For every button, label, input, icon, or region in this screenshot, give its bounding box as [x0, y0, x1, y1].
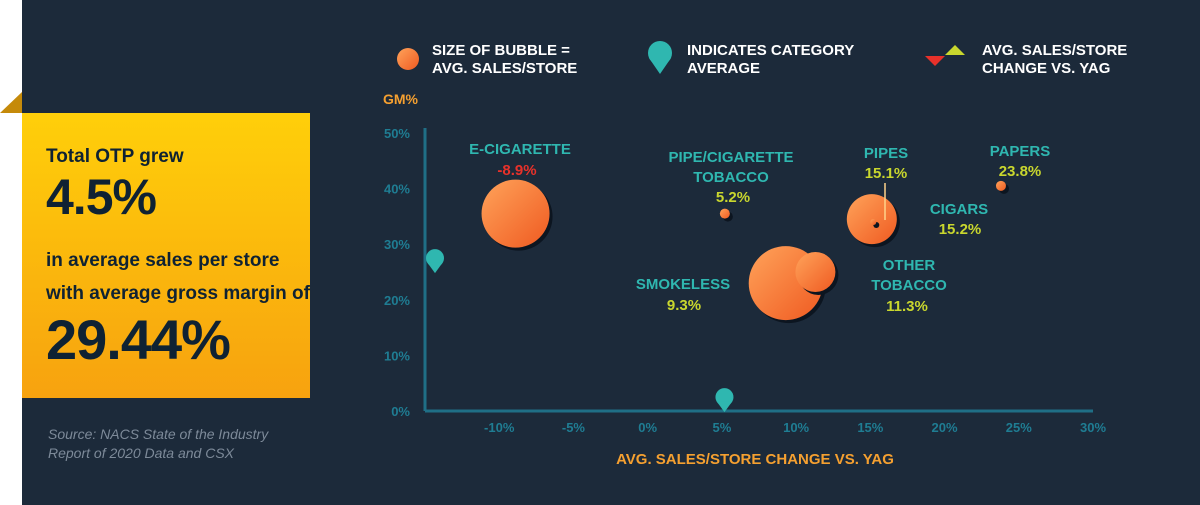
label-other-tobacco-change: 11.3% [886, 298, 928, 315]
x-ticks: -10% -5% 0% 5% 10% 15% 20% 25% 30% [484, 420, 1106, 435]
bubble-cigars [870, 218, 877, 225]
x-axis-title: AVG. SALES/STORE CHANGE VS. YAG [616, 451, 894, 468]
legend-category-average-line-2: AVERAGE [687, 60, 761, 77]
y-tick-label: 10% [384, 348, 410, 363]
label-other-tobacco-line-1: OTHER [883, 257, 936, 274]
x-tick-label: 15% [857, 420, 883, 435]
label-papers-change: 23.8% [999, 163, 1042, 180]
label-other-tobacco-line-2: TOBACCO [871, 277, 947, 294]
label-cigars-change: 15.2% [939, 221, 982, 238]
x-tick-label: -5% [562, 420, 586, 435]
y-ticks: 0% 10% 20% 30% 40% 50% [384, 126, 410, 419]
summary-line-1: Total OTP grew [46, 146, 184, 167]
label-pipes: PIPES [864, 145, 908, 162]
summary-line-2: in average sales per store [46, 250, 280, 271]
bubble-pipe-cigarette-tobacco [719, 208, 730, 219]
x-tick-label: 10% [783, 420, 809, 435]
summary-box: Total OTP grew 4.5% in average sales per… [22, 113, 310, 398]
summary-margin-value: 29.44% [46, 308, 231, 371]
bubble-labels: E-CIGARETTE -8.9% PIPE/CIGARETTE TOBACCO… [469, 141, 1050, 315]
x-tick-label: 5% [712, 420, 731, 435]
source-line-2: Report of 2020 Data and CSX [48, 445, 235, 461]
legend-category-average: INDICATES CATEGORY AVERAGE [687, 42, 854, 78]
legend-up-arrow-icon [945, 45, 965, 55]
label-e-cigarette-change: -8.9% [497, 162, 536, 179]
x-tick-label: -10% [484, 420, 515, 435]
summary-growth-value: 4.5% [46, 169, 157, 225]
legend-sales-change-line-2: CHANGE VS. YAG [982, 60, 1111, 77]
legend-sales-change-line-1: AVG. SALES/STORE [982, 42, 1128, 59]
y-tick-label: 40% [384, 182, 410, 197]
bubble-pipes [846, 194, 897, 245]
y-tick-label: 20% [384, 293, 410, 308]
category-average-marker [426, 249, 444, 274]
x-tick-label: 30% [1080, 420, 1106, 435]
y-axis-title: GM% [383, 91, 419, 107]
label-smokeless: SMOKELESS [636, 276, 730, 293]
summary-line-3: with average gross margin of [46, 283, 310, 304]
y-tick-label: 30% [384, 237, 410, 252]
label-pipes-change: 15.1% [865, 165, 908, 182]
y-tick-label: 50% [384, 126, 410, 141]
bubble-e-cigarette [481, 179, 550, 248]
bubble-other-tobacco [795, 252, 836, 292]
label-e-cigarette: E-CIGARETTE [469, 141, 571, 158]
source-note: Source: NACS State of the Industry Repor… [48, 425, 268, 463]
label-pipe-cigarette-tobacco-line-2: TOBACCO [693, 169, 769, 186]
legend-category-average-line-1: INDICATES CATEGORY [687, 42, 855, 59]
x-tick-label: 0% [638, 420, 657, 435]
label-cigars: CIGARS [930, 201, 988, 218]
legend-bubble-size: SIZE OF BUBBLE = AVG. SALES/STORE [432, 42, 577, 78]
label-smokeless-change: 9.3% [667, 297, 701, 314]
source-line-1: Source: NACS State of the Industry [48, 426, 269, 442]
label-pipe-cigarette-tobacco-line-1: PIPE/CIGARETTE [668, 149, 793, 166]
category-average-marker [715, 388, 734, 413]
legend-pin-icon [648, 41, 672, 74]
y-tick-label: 0% [391, 404, 410, 419]
x-tick-label: 20% [932, 420, 958, 435]
legend-bubble-size-line-1: SIZE OF BUBBLE = [432, 42, 570, 59]
label-pipe-cigarette-tobacco-change: 5.2% [716, 189, 750, 206]
legend-bubble-size-line-2: AVG. SALES/STORE [432, 60, 578, 77]
legend-sales-change: AVG. SALES/STORE CHANGE VS. YAG [982, 42, 1127, 78]
bubble-papers [995, 180, 1006, 191]
page-edge [0, 0, 22, 505]
label-papers: PAPERS [990, 143, 1051, 160]
x-tick-label: 25% [1006, 420, 1032, 435]
legend-bubble-icon [397, 48, 419, 70]
ribbon-fold [0, 92, 22, 113]
legend-down-arrow-icon [925, 56, 945, 66]
bubbles [426, 179, 1009, 413]
